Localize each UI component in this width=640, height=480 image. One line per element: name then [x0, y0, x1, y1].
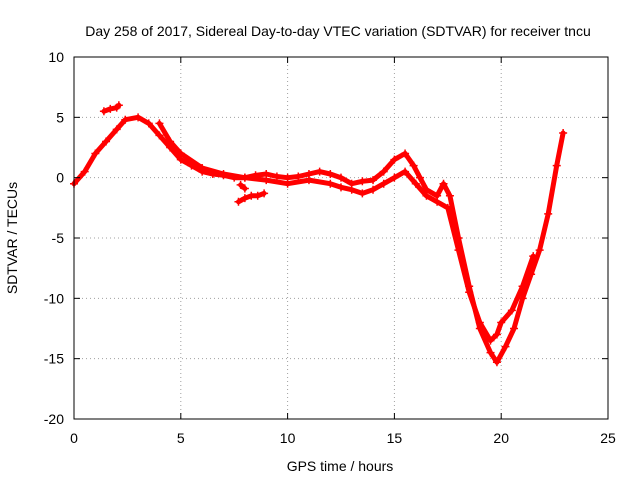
chart-title: Day 258 of 2017, Sidereal Day-to-day VTE…: [85, 23, 591, 39]
data-point: [337, 173, 345, 182]
data-point: [262, 176, 271, 185]
data-point: [390, 173, 399, 182]
data-point: [439, 179, 448, 188]
x-tick-label: 20: [493, 430, 509, 446]
data-point: [358, 177, 367, 186]
data-point: [272, 172, 281, 181]
data-point: [91, 149, 100, 158]
data-point: [416, 173, 425, 182]
data-point: [475, 318, 484, 327]
data-point: [492, 358, 501, 367]
data-point: [486, 348, 495, 357]
data-point: [326, 170, 335, 179]
data-point: [236, 180, 245, 189]
data-point: [552, 161, 561, 170]
data-point: [294, 172, 303, 181]
data-point: [99, 107, 108, 116]
data-point: [492, 330, 501, 339]
y-tick-label: 0: [56, 170, 64, 186]
data-point: [219, 170, 228, 179]
series-main-trace: [71, 114, 566, 365]
data-point: [234, 197, 243, 206]
data-point: [445, 191, 454, 200]
data-point: [240, 194, 249, 203]
data-point: [114, 101, 123, 110]
x-axis-ticks: 0 5 10 15 20 25: [70, 57, 616, 446]
grid: [74, 57, 608, 419]
data-point: [253, 191, 262, 200]
data-point: [155, 131, 164, 140]
data-point: [155, 119, 164, 128]
data-point: [369, 176, 378, 185]
data-point: [315, 167, 324, 176]
data-point: [379, 167, 388, 176]
data-point: [102, 137, 111, 146]
data-point: [559, 129, 568, 138]
data-point: [144, 119, 153, 128]
data-point: [501, 342, 510, 351]
y-tick-label: -10: [44, 290, 64, 306]
data-point: [198, 164, 207, 173]
data-point: [409, 161, 418, 170]
y-tick-label: 10: [48, 49, 64, 65]
data-point: [535, 246, 544, 255]
x-tick-label: 5: [177, 430, 185, 446]
series-secondary-trace: [156, 120, 536, 344]
y-axis-label: SDTVAR / TECUs: [4, 182, 20, 294]
data-series: [70, 101, 568, 367]
data-point: [518, 282, 527, 291]
data-point: [80, 167, 89, 176]
y-tick-label: -15: [44, 351, 64, 367]
y-tick-label: -5: [52, 230, 65, 246]
data-point: [422, 191, 431, 200]
data-point: [544, 209, 553, 218]
data-point: [240, 184, 249, 193]
data-point: [486, 336, 495, 345]
data-point: [433, 197, 442, 206]
x-tick-label: 15: [387, 430, 403, 446]
x-tick-label: 25: [600, 430, 616, 446]
data-point: [121, 115, 130, 124]
data-point: [347, 185, 356, 194]
data-point: [465, 288, 474, 297]
data-point: [379, 179, 388, 188]
data-point: [443, 203, 452, 212]
data-point: [390, 155, 399, 164]
data-point: [369, 185, 378, 194]
data-point: [510, 324, 519, 333]
x-tick-label: 10: [280, 430, 296, 446]
data-point: [507, 306, 516, 315]
x-tick-label: 0: [70, 430, 78, 446]
data-point: [176, 149, 185, 158]
data-point: [337, 183, 345, 192]
data-point: [401, 167, 410, 176]
y-tick-label: 5: [56, 109, 64, 125]
data-point: [112, 125, 121, 134]
x-axis-label: GPS time / hours: [287, 458, 394, 474]
data-point: [106, 104, 115, 113]
data-point: [497, 318, 506, 327]
data-point: [411, 179, 420, 188]
y-axis-ticks: -20 -15 -10 -5 0 5 10: [44, 49, 608, 427]
data-point: [358, 189, 367, 198]
data-point: [401, 149, 410, 158]
data-point: [260, 189, 269, 198]
data-point: [454, 246, 463, 255]
y-tick-label: -20: [44, 411, 64, 427]
data-point: [134, 113, 143, 122]
data-point: [304, 176, 313, 185]
data-point: [283, 179, 292, 188]
data-point: [240, 173, 249, 182]
data-point: [326, 179, 335, 188]
data-point: [529, 252, 538, 261]
data-point: [166, 137, 175, 146]
